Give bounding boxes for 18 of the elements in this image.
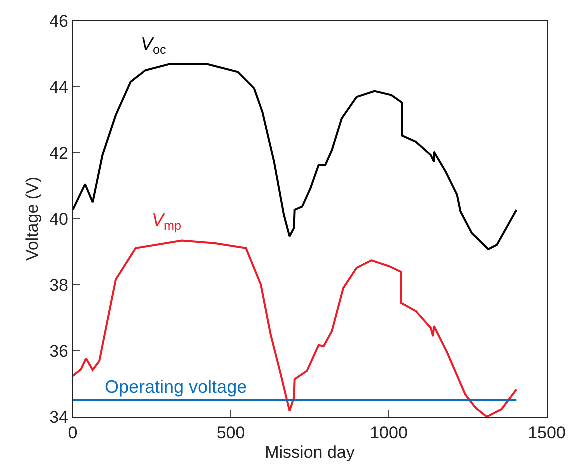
x-tick-label: 500 (216, 424, 246, 442)
series-label: V$_{oc}$ (141, 34, 166, 57)
y-tick-label: 46 (50, 12, 68, 31)
y-tick-label: 38 (50, 276, 68, 295)
series-label: Operating voltage (105, 377, 248, 397)
y-tick-label: 42 (50, 144, 68, 163)
x-axis-title: Mission day (265, 442, 356, 462)
x-tick-label: 1000 (370, 424, 408, 442)
x-tick-label: 0 (68, 424, 78, 442)
x-tick-label: 1500 (528, 424, 566, 442)
y-tick-label: 36 (50, 342, 68, 361)
y-tick-label: 44 (50, 78, 68, 97)
series-label: V$_{mp}$ (152, 210, 182, 233)
y-axis-title: Voltage (V) (23, 176, 42, 262)
line-series (73, 64, 518, 250)
y-tick-label: 40 (50, 210, 68, 229)
line-series (73, 240, 518, 417)
y-tick-label: 34 (50, 408, 68, 427)
